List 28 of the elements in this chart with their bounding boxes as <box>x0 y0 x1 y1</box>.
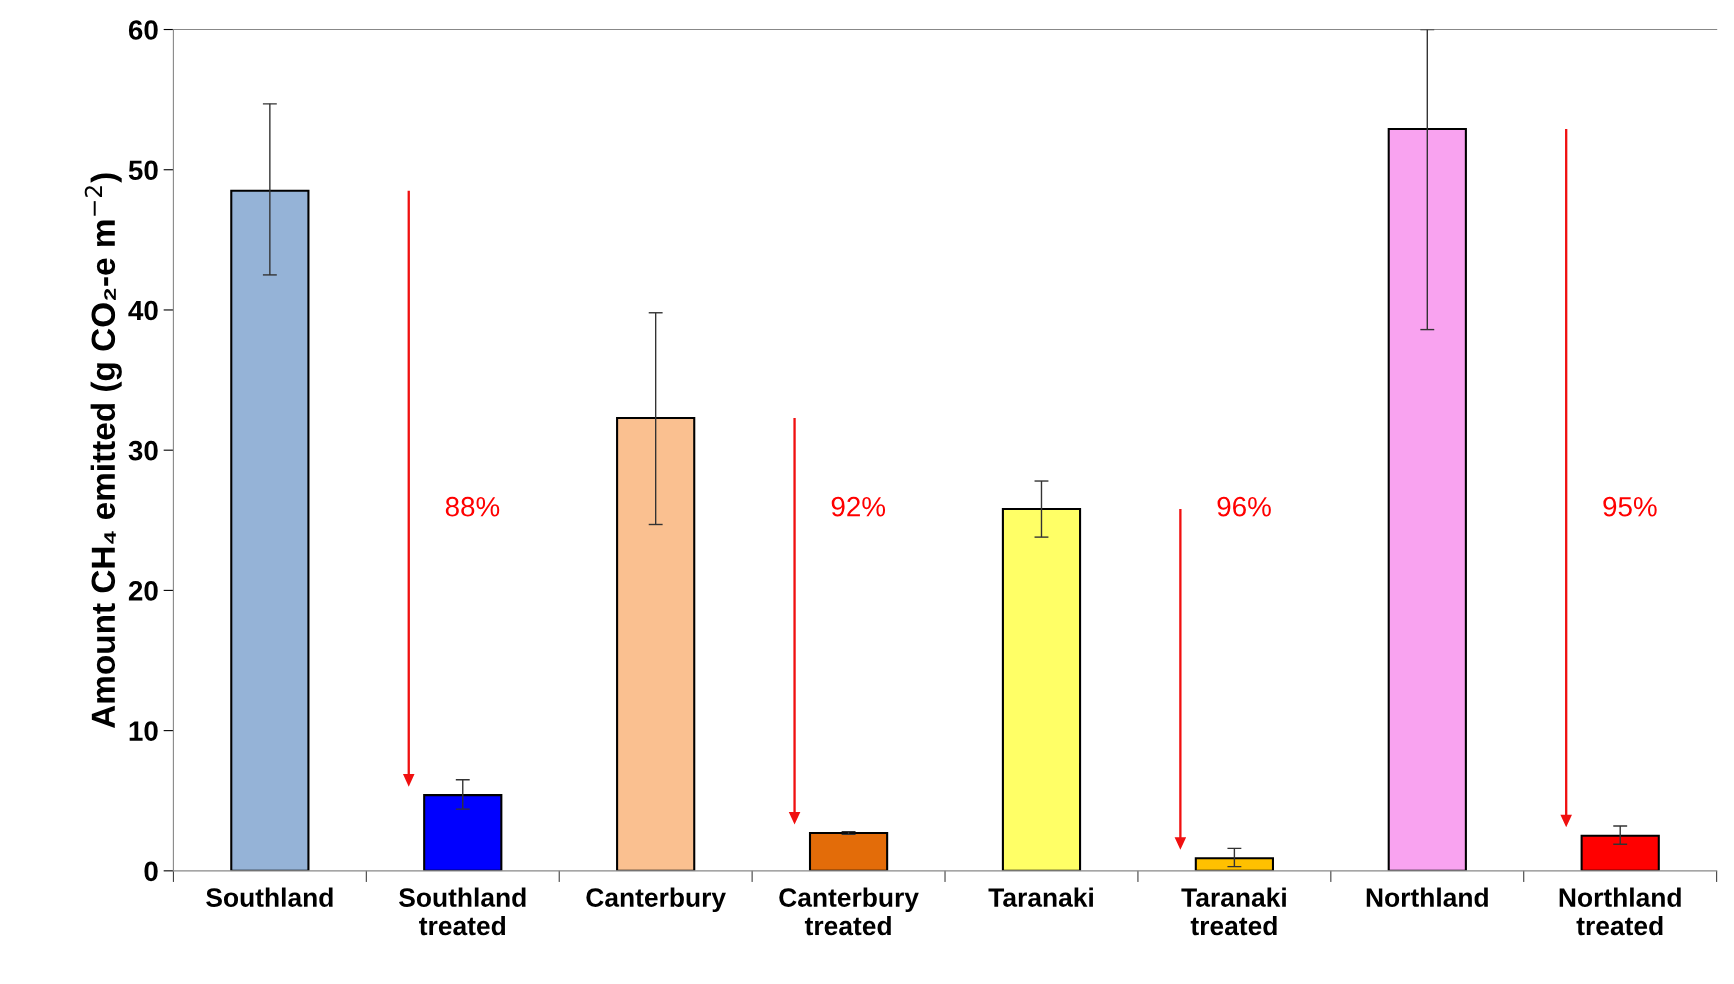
x-tick-label: Southland <box>206 887 333 907</box>
x-tick-label: Northland treated <box>1559 887 1681 936</box>
y-tick-label: 10 <box>129 721 158 741</box>
annotation: 92% <box>831 496 886 517</box>
y-tick-label: 20 <box>128 581 158 601</box>
x-tick-label: Canterbury treated <box>779 887 919 936</box>
y-axis-title: Amount CH₄ emitted (g CO₂-e m$^{−2}$) <box>84 173 122 729</box>
y-tick-label: 60 <box>128 20 158 40</box>
annotation: 88% <box>445 496 500 517</box>
x-tick-label: Southland treated <box>399 887 526 936</box>
bar <box>1194 857 1275 871</box>
bar <box>616 416 696 871</box>
bar <box>1580 834 1660 871</box>
bar <box>1001 508 1082 871</box>
bar <box>230 189 310 871</box>
y-tick-label: 30 <box>128 440 158 461</box>
y-tick-label: 50 <box>128 160 158 181</box>
bar <box>1387 128 1467 871</box>
bar <box>423 794 503 871</box>
annotation: 95% <box>1603 496 1657 517</box>
x-tick-label: Northland <box>1366 887 1488 907</box>
x-tick-label: Canterbury <box>586 887 726 913</box>
bar <box>808 831 889 871</box>
x-tick-label: Taranaki treated <box>1181 887 1286 936</box>
y-tick-label: 40 <box>128 300 158 321</box>
y-tick-label: 0 <box>144 861 158 882</box>
x-tick-label: Taranaki <box>988 887 1093 907</box>
annotation: 96% <box>1217 496 1271 517</box>
